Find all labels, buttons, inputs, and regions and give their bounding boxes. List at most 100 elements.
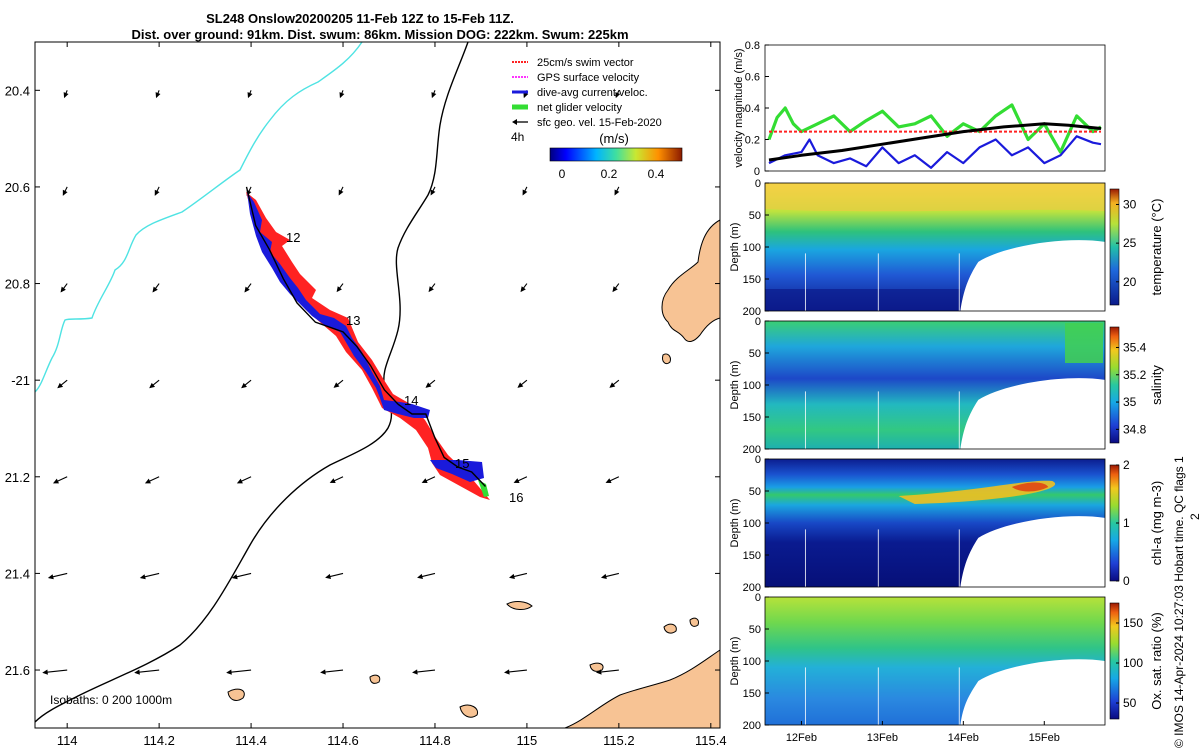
sfc-vector-head (417, 573, 423, 579)
section-panel-temperature: 0 50 100 150 200 Depth (m) 30 25 20 temperature (… (729, 178, 1164, 318)
colorbar-title: (m/s) (599, 131, 629, 146)
sfc-vector-head (320, 669, 326, 675)
section-ylabel: Depth (m) (729, 637, 741, 686)
section-ytick-label: 150 (743, 274, 761, 286)
sfc-vector-head (60, 286, 66, 293)
map-ytick-label: 21.4 (5, 566, 30, 581)
sfc-vector-head (612, 286, 618, 293)
sfc-vector-head (63, 92, 69, 99)
green-net-end (478, 480, 489, 497)
section-data-fill (765, 321, 1105, 449)
map-xtick-label: 114 (57, 733, 78, 748)
sfc-vector-head (600, 573, 607, 579)
section-xtick-label: 14Feb (948, 732, 979, 744)
chl-peak (1011, 482, 1049, 492)
sfc-vector-head (47, 574, 54, 580)
section-ytick-label: 200 (743, 444, 761, 456)
section-ytick-label: 150 (743, 550, 761, 562)
section-colorbar (1109, 188, 1120, 306)
map-ytick-label: 20.8 (5, 277, 30, 292)
section-ytick-label: 50 (749, 624, 761, 636)
legend-sfc-label: sfc geo. vel. 15-Feb-2020 (537, 117, 662, 129)
colorbar-tick-label: 30 (1123, 197, 1137, 211)
section-ytick-label: 100 (743, 656, 761, 668)
sfc-velocity-arrows (42, 90, 621, 675)
section-xtick-label: 12Feb (786, 732, 817, 744)
sfc-vector-head (595, 669, 602, 675)
glider-track (245, 186, 490, 500)
sfc-vector-head (412, 669, 418, 675)
velocity-ytick-label: 0.6 (745, 72, 760, 84)
sfc-vector-head (431, 92, 437, 99)
map-ytick-label: 21.6 (5, 663, 30, 678)
velocity-ytick-label: 0 (754, 166, 760, 178)
sfc-vector-head (513, 478, 520, 484)
sfc-vector-head (339, 92, 345, 99)
sfc-vector-head (333, 382, 340, 388)
section-xtick-label: 13Feb (867, 732, 898, 744)
land-area (227, 219, 721, 729)
sfc-vector-head (325, 573, 332, 579)
sfc-vector-head (241, 382, 247, 389)
sfc-vector-head (509, 573, 515, 579)
sfc-vector-head (615, 92, 621, 99)
colorbar-label: chl-a (mg m-3) (1149, 481, 1164, 566)
sfc-vector-head (244, 286, 250, 293)
sfc-vector-head (503, 669, 510, 675)
sfc-vector-head (336, 286, 342, 293)
colorbar-tick-label: 150 (1123, 616, 1143, 630)
sfc-vector-head (154, 189, 160, 196)
sfc-vector-head (152, 286, 158, 293)
section-ytick-label: 0 (755, 178, 761, 190)
section-data-fill (765, 183, 1105, 311)
colorbar-tick-label: 50 (1123, 696, 1137, 710)
interval-label: 4h (511, 130, 524, 144)
colorbar-tick-label: 34.8 (1123, 422, 1147, 436)
sfc-vector-head (329, 478, 336, 484)
sfc-vector-head (42, 669, 48, 675)
map-legend: 25cm/s swim vector GPS surface velocity … (511, 57, 683, 181)
sfc-vector-head (614, 189, 620, 196)
sfc-vector-head (226, 669, 232, 675)
blue-tail (430, 460, 484, 482)
section-xtick-label: 15Feb (1029, 732, 1060, 744)
day-labels: 12 13 14 15 16 (286, 230, 523, 505)
sfc-vector-head (134, 669, 140, 675)
isobaths-label: Isobaths: 0 200 1000m (50, 693, 172, 707)
section-ytick-label: 50 (749, 486, 761, 498)
map-frame (34, 41, 721, 729)
sfc-vector-head (236, 478, 243, 484)
map-xtick-label: 114.8 (419, 733, 451, 748)
section-ytick-label: 0 (755, 316, 761, 328)
colorbar-label: salinity (1149, 365, 1164, 405)
map-xtick-label: 114.6 (327, 733, 359, 748)
colorbar-tick-label: 35 (1123, 395, 1137, 409)
isobath-200-line (34, 41, 469, 723)
section-ytick-label: 200 (743, 720, 761, 732)
sfc-vector-head (149, 382, 156, 389)
map-ytick-label: -21 (11, 373, 30, 388)
sfc-vector-head (517, 382, 524, 388)
map-ytick-label: 20.6 (5, 180, 30, 195)
colorbar-tick-label: 20 (1123, 275, 1137, 289)
sfc-vector-head (62, 189, 68, 196)
warm-surface-layer (765, 183, 1105, 212)
section-panel-salinity: 0 50 100 150 200 Depth (m) 35.4 35.2 35 34.8 salin… (729, 316, 1164, 456)
sfc-vector-head (421, 478, 428, 484)
section-ytick-label: 200 (743, 306, 761, 318)
section-ytick-label: 100 (743, 380, 761, 392)
coast-line (34, 41, 363, 393)
colorbar-label: Ox. sat. ratio (%) (1149, 612, 1164, 710)
map-ytick-label: 20.4 (5, 83, 30, 98)
sfc-vector-head (155, 92, 161, 99)
sfc-vector-head (425, 382, 432, 388)
sfc-vector-head (523, 92, 529, 99)
section-colorbar (1109, 602, 1120, 720)
section-ylabel: Depth (m) (729, 361, 741, 410)
colorbar-tick-label: 1 (1123, 516, 1130, 530)
velocity-series-line (768, 135, 1102, 169)
velocity-ytick-label: 0.4 (745, 103, 760, 115)
velocity-ytick-label: 0.8 (745, 40, 760, 52)
map-axes: 114 114.2 114.4 114.6 114.8 115 115.2 115.4 20.4… (5, 42, 727, 748)
